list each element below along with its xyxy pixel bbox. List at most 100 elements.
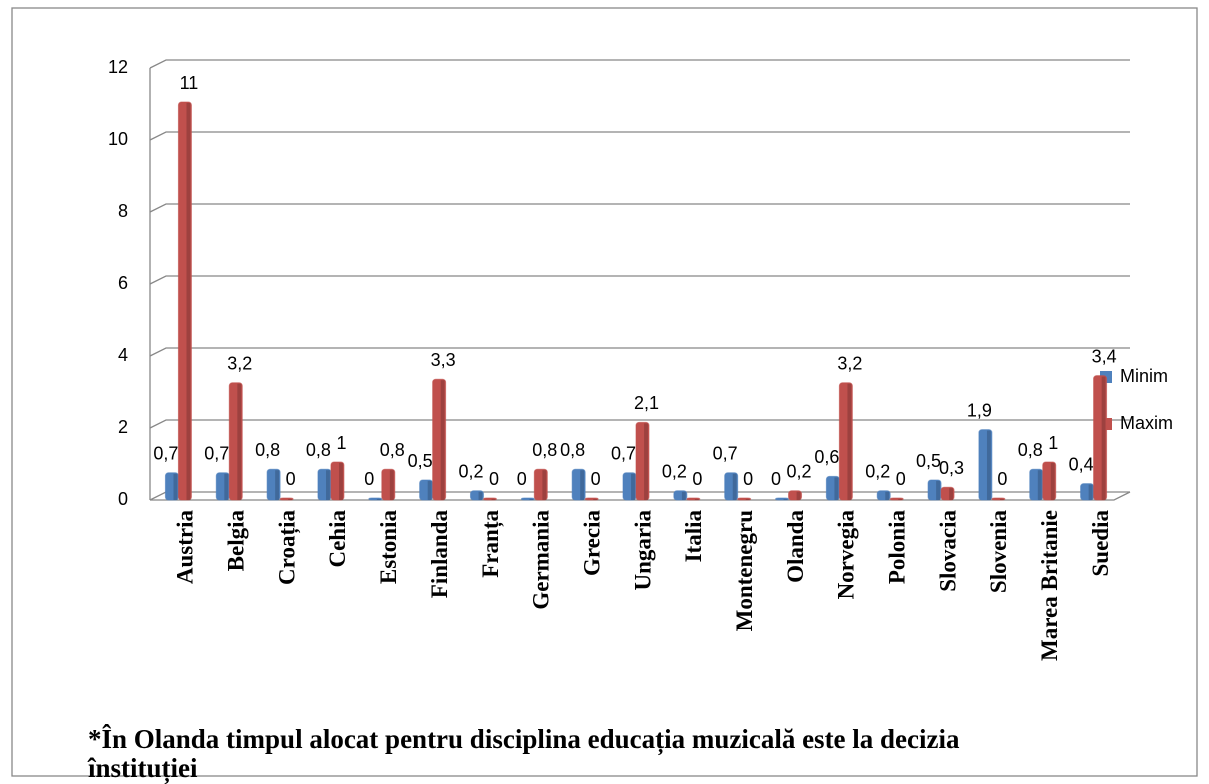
value-label: 0,7 bbox=[611, 444, 636, 464]
value-label: 0,8 bbox=[380, 440, 405, 460]
bar bbox=[279, 497, 294, 501]
x-tick-label: Suedia bbox=[1088, 510, 1113, 577]
bar-shade bbox=[847, 383, 852, 500]
bar-shade bbox=[478, 491, 483, 500]
y-tick-label: 8 bbox=[118, 201, 128, 221]
bar-shade bbox=[783, 499, 788, 500]
grid-line bbox=[149, 131, 1130, 141]
value-label: 0 bbox=[997, 469, 1007, 489]
value-label: 0,2 bbox=[458, 462, 483, 482]
bar bbox=[266, 468, 281, 501]
x-tick-label: Cehia bbox=[325, 510, 350, 568]
value-label: 3,2 bbox=[837, 354, 862, 374]
value-label: 11 bbox=[180, 73, 199, 93]
bar-shade bbox=[745, 499, 750, 500]
value-label: 0 bbox=[771, 469, 781, 489]
bar-shade bbox=[440, 380, 445, 500]
bar bbox=[584, 497, 599, 501]
value-label: 0,3 bbox=[939, 458, 964, 478]
x-tick-label: Italia bbox=[681, 510, 706, 563]
value-label: 0,7 bbox=[204, 444, 229, 464]
value-label: 3,3 bbox=[431, 350, 456, 370]
bar bbox=[571, 468, 586, 501]
bar bbox=[876, 490, 891, 501]
value-label: 0,2 bbox=[787, 462, 812, 482]
bar bbox=[978, 429, 993, 501]
bar bbox=[177, 101, 192, 501]
bar-shade bbox=[491, 499, 496, 500]
value-label: 0,7 bbox=[153, 444, 178, 464]
legend-label: Maxim bbox=[1120, 413, 1173, 433]
bar-shade bbox=[694, 499, 699, 500]
bar-shade bbox=[427, 481, 432, 500]
bar-shade bbox=[1088, 484, 1093, 500]
bar-shade bbox=[949, 488, 954, 500]
bar bbox=[533, 468, 548, 501]
bar-shade bbox=[326, 470, 330, 500]
x-tick-label: Croația bbox=[274, 510, 300, 585]
value-label: 0 bbox=[591, 469, 601, 489]
bar bbox=[724, 472, 739, 501]
value-label: 0,7 bbox=[713, 444, 738, 464]
value-label: 0,8 bbox=[560, 440, 585, 460]
bar-shade bbox=[1037, 470, 1042, 500]
value-label: 0,8 bbox=[1018, 440, 1043, 460]
bar-shade bbox=[580, 470, 585, 500]
x-tick-label: Slovenia bbox=[986, 510, 1011, 594]
value-label: 0,8 bbox=[306, 440, 331, 460]
value-label: 0,5 bbox=[916, 451, 941, 471]
bar-shade bbox=[644, 423, 648, 500]
y-tick-label: 4 bbox=[118, 345, 128, 365]
bar-shade bbox=[732, 473, 737, 500]
bar bbox=[838, 382, 853, 501]
bar-shade bbox=[389, 470, 394, 500]
bar-shade bbox=[1050, 463, 1055, 500]
x-tick-label: Polonia bbox=[884, 510, 909, 585]
bar bbox=[991, 497, 1006, 501]
x-tick-label: Marea Britanie bbox=[1037, 510, 1062, 661]
value-label: 0,8 bbox=[532, 440, 557, 460]
y-tick-label: 6 bbox=[118, 273, 128, 293]
grid-line bbox=[149, 275, 1130, 285]
bar-shade bbox=[542, 470, 547, 500]
grid-line bbox=[149, 203, 1130, 213]
value-label: 0,2 bbox=[662, 462, 687, 482]
bar-shade bbox=[186, 103, 191, 500]
bar bbox=[381, 468, 396, 501]
value-label: 0 bbox=[286, 469, 296, 489]
bar-shade bbox=[339, 463, 343, 500]
bar-shade bbox=[999, 499, 1004, 500]
x-tick-label: Estonia bbox=[376, 510, 401, 585]
bar-shade bbox=[986, 430, 991, 500]
bar-shade bbox=[681, 491, 686, 500]
value-label: 3,4 bbox=[1092, 346, 1117, 366]
bar bbox=[1042, 461, 1057, 501]
bar bbox=[737, 497, 752, 501]
note-line: *În Olanda timpul alocat pentru discipli… bbox=[88, 724, 960, 755]
x-tick-label: Austria bbox=[173, 510, 198, 585]
bar-shade bbox=[936, 481, 941, 500]
x-tick-label: Norvegia bbox=[834, 510, 859, 600]
value-label: 1,9 bbox=[967, 400, 992, 420]
bar bbox=[228, 382, 243, 501]
x-tick-label: Grecia bbox=[579, 510, 604, 576]
value-label: 2,1 bbox=[634, 393, 659, 413]
y-tick-label: 12 bbox=[108, 57, 128, 77]
bar-shade bbox=[173, 473, 178, 500]
note-line: înstituției bbox=[87, 753, 198, 784]
value-label: 1 bbox=[1048, 433, 1058, 453]
value-label: 0,8 bbox=[255, 440, 280, 460]
value-label: 1 bbox=[336, 433, 346, 453]
grid-line bbox=[149, 347, 1130, 357]
bar bbox=[673, 490, 688, 501]
value-label: 0 bbox=[517, 469, 527, 489]
bar-shade bbox=[834, 477, 839, 500]
value-label: 0,6 bbox=[814, 447, 839, 467]
x-tick-label: Olanda bbox=[783, 510, 808, 583]
value-label: 3,2 bbox=[227, 354, 252, 374]
grid-line bbox=[149, 59, 1130, 69]
value-label: 0,5 bbox=[408, 451, 433, 471]
x-tick-label: Finlanda bbox=[427, 510, 452, 599]
bar-shade bbox=[376, 499, 381, 500]
